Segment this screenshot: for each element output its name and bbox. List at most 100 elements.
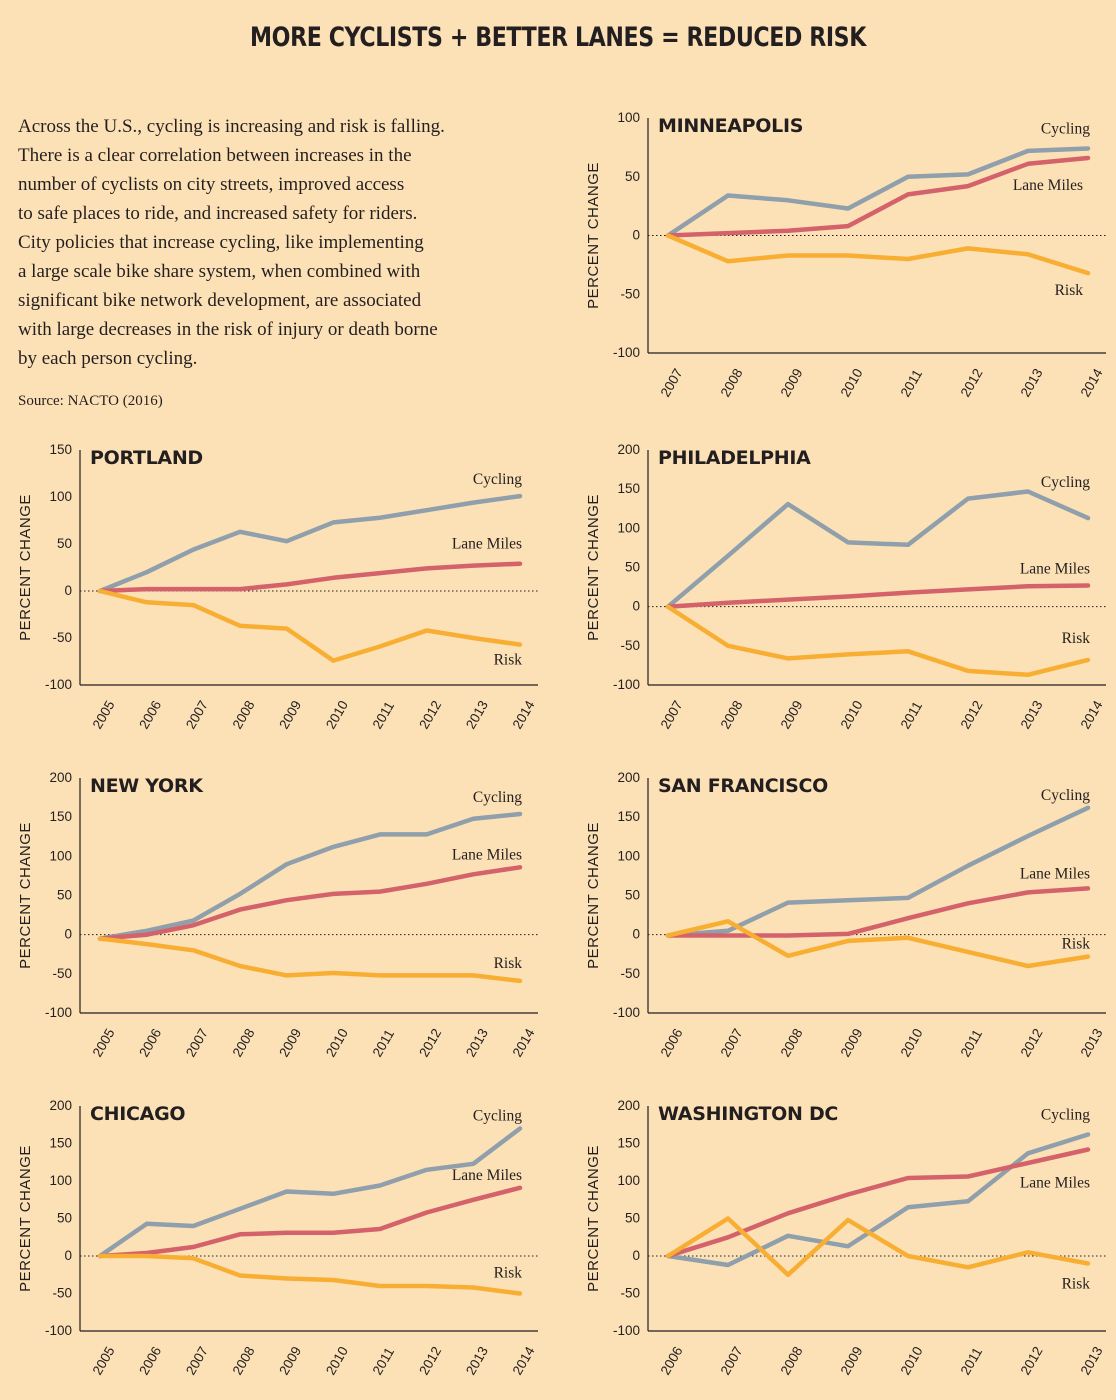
x-tick-label: 2011	[898, 699, 926, 732]
chart-washington-dc: 200 150 100 50 0 -50 -100 2006 2007 2008 2009 2010 2…	[585, 1098, 1106, 1378]
chart-title: NEW YORK	[90, 775, 204, 797]
chart-minneapolis: 100 50 0 -50 -100 2007 2008 2009 2010 2011 2012 201…	[585, 110, 1106, 400]
x-tick-label: 2007	[718, 1344, 746, 1378]
series-label-lane-miles: Lane Miles	[1020, 561, 1090, 578]
series-line-risk	[97, 936, 523, 984]
y-tick-label: 150	[617, 481, 640, 496]
y-tick-label: -50	[620, 638, 640, 653]
y-tick-label: 50	[57, 536, 72, 551]
series-label-lane-miles: Lane Miles	[452, 846, 522, 863]
y-tick-label: 150	[49, 442, 72, 457]
intro-line: to safe places to ride, and increased sa…	[18, 203, 418, 224]
x-tick-label: 2008	[718, 366, 746, 400]
x-tick-label: 2014	[1078, 366, 1106, 400]
y-tick-label: -50	[620, 286, 640, 301]
x-tick-label: 2010	[838, 366, 866, 400]
series-line-cycling	[665, 489, 1091, 609]
x-tick-label: 2008	[778, 1344, 806, 1378]
y-tick-label: 0	[632, 228, 640, 243]
x-tick-label: 2013	[1018, 698, 1046, 732]
y-tick-label: 100	[617, 110, 640, 125]
x-tick-label: 2011	[898, 367, 926, 400]
x-tick-label: 2011	[370, 699, 398, 732]
x-tick-label: 2012	[416, 698, 444, 732]
y-tick-label: 100	[49, 489, 72, 504]
chart-philadelphia: 200 150 100 50 0 -50 -100 2007 2008 2009 2010 2011 2…	[585, 442, 1106, 732]
series-line-cycling	[665, 1132, 1091, 1268]
x-tick-label: 2014	[510, 698, 538, 732]
x-tick-label: 2011	[958, 1027, 986, 1060]
x-tick-label: 2005	[90, 1344, 118, 1378]
series-label-risk: Risk	[494, 652, 523, 669]
x-tick-label: 2010	[898, 1026, 926, 1060]
series-line-risk	[665, 233, 1091, 276]
y-tick-label: 50	[57, 888, 72, 903]
x-tick-label: 2010	[898, 1344, 926, 1378]
series-line-cycling	[97, 493, 523, 594]
series-label-lane-miles: Lane Miles	[452, 536, 522, 553]
x-tick-label: 2008	[230, 1026, 258, 1060]
y-tick-label: 200	[617, 770, 640, 785]
y-axis-label: PERCENT CHANGE	[17, 1145, 34, 1292]
series-label-cycling: Cycling	[473, 789, 522, 806]
y-tick-label: -100	[613, 345, 640, 360]
series-line-lane-miles	[97, 1185, 523, 1259]
chart-san-francisco: 200 150 100 50 0 -50 -100 2006 2007 2008 2009 2010 2…	[585, 770, 1106, 1060]
series-label-risk: Risk	[1062, 936, 1091, 953]
x-tick-label: 2008	[230, 698, 258, 732]
x-tick-label: 2014	[510, 1026, 538, 1060]
x-tick-label: 2009	[838, 1026, 866, 1060]
y-tick-label: 200	[49, 1098, 72, 1113]
x-tick-label: 2013	[463, 1344, 491, 1378]
intro-line: with large decreases in the risk of inju…	[18, 319, 438, 340]
source-note: Source: NACTO (2016)	[18, 393, 163, 409]
y-axis-label: PERCENT CHANGE	[17, 494, 34, 641]
x-tick-label: 2006	[136, 1026, 164, 1060]
y-tick-label: 200	[617, 442, 640, 457]
y-axis-label: PERCENT CHANGE	[585, 1145, 602, 1292]
y-tick-label: -100	[613, 677, 640, 692]
series-label-lane-miles: Lane Miles	[452, 1167, 522, 1184]
y-axis-label: PERCENT CHANGE	[585, 822, 602, 969]
x-tick-label: 2012	[958, 366, 986, 400]
x-tick-label: 2007	[183, 1344, 211, 1378]
x-tick-label: 2010	[323, 698, 351, 732]
y-tick-label: 50	[625, 1211, 640, 1226]
series-label-cycling: Cycling	[1041, 474, 1090, 491]
series-label-cycling: Cycling	[473, 1108, 522, 1125]
y-tick-label: 0	[632, 927, 640, 942]
y-tick-label: 150	[617, 1136, 640, 1151]
y-tick-label: -50	[52, 1286, 72, 1301]
series-label-risk: Risk	[1055, 282, 1084, 299]
y-tick-label: 200	[49, 770, 72, 785]
series-label-cycling: Cycling	[1041, 121, 1090, 138]
y-tick-label: 150	[49, 809, 72, 824]
y-tick-label: 100	[617, 848, 640, 863]
y-tick-label: 100	[617, 520, 640, 535]
x-tick-label: 2013	[463, 698, 491, 732]
y-tick-label: -100	[613, 1323, 640, 1338]
x-tick-label: 2013	[1018, 366, 1046, 400]
x-tick-label: 2012	[416, 1344, 444, 1378]
y-tick-label: 100	[617, 1173, 640, 1188]
x-tick-label: 2007	[718, 1026, 746, 1060]
x-tick-label: 2014	[1078, 698, 1106, 732]
series-line-lane-miles	[665, 1147, 1091, 1259]
series-line-lane-miles	[665, 155, 1091, 238]
x-tick-label: 2007	[658, 366, 686, 400]
y-tick-label: 50	[57, 1211, 72, 1226]
y-tick-label: -100	[613, 1005, 640, 1020]
intro-line: by each person cycling.	[18, 348, 198, 369]
chart-title: WASHINGTON DC	[658, 1103, 838, 1125]
y-tick-label: -50	[620, 966, 640, 981]
y-tick-label: -100	[45, 677, 72, 692]
intro-line: Across the U.S., cycling is increasing a…	[18, 116, 445, 137]
series-label-risk: Risk	[494, 1265, 523, 1282]
series-line-cycling	[665, 146, 1091, 238]
series-label-risk: Risk	[1062, 1276, 1091, 1293]
series-line-lane-miles	[97, 865, 523, 941]
x-tick-label: 2006	[136, 698, 164, 732]
x-tick-label: 2005	[90, 1026, 118, 1060]
y-tick-label: 150	[49, 1136, 72, 1151]
x-tick-label: 2009	[838, 1344, 866, 1378]
